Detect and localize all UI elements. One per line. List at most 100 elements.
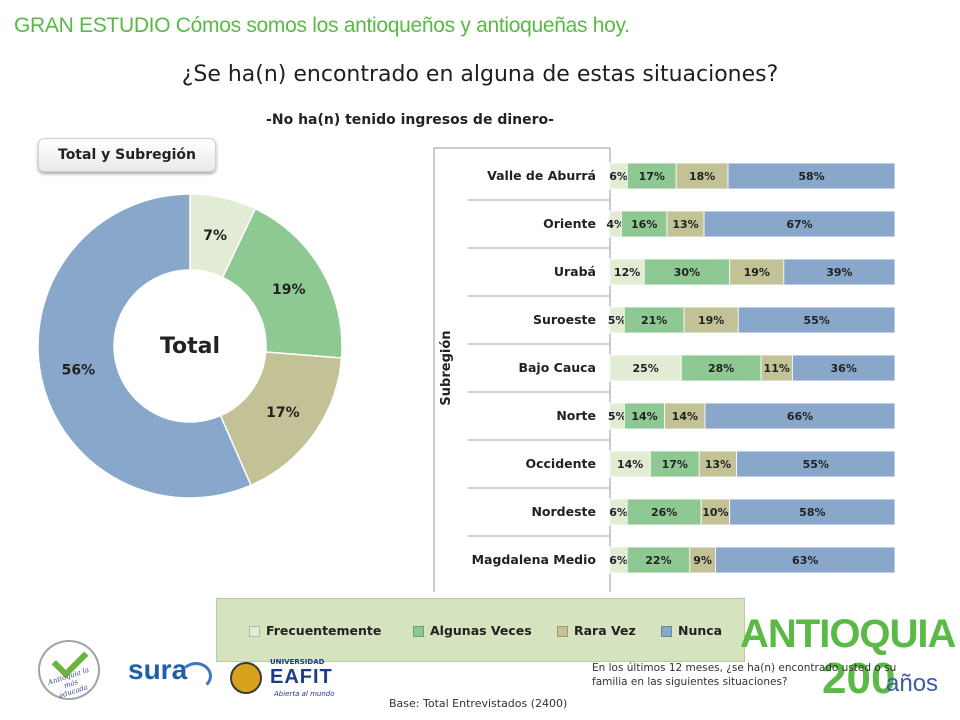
legend-item-rara-vez: Rara Vez: [557, 623, 636, 638]
bar-segment-frecuentemente: [609, 450, 651, 478]
bar-value-label: 55%: [803, 458, 829, 471]
bar-value-label: 28%: [708, 362, 734, 375]
bar-value-label: 16%: [631, 218, 657, 231]
donut-label: 17%: [266, 405, 300, 421]
bar-segment-nunca: [703, 210, 896, 238]
bar-segment-algunas-veces: [626, 546, 691, 574]
antioquia-educada-logo: Antioquia la más educada: [38, 640, 100, 700]
eafit-emblem-icon: [230, 662, 262, 694]
donut-slice-algunas-veces: [221, 207, 343, 359]
bar-value-label: 58%: [798, 170, 824, 183]
category-label: Bajo Cauca: [518, 360, 596, 375]
bar-segment-algunas-veces: [623, 306, 685, 334]
category-label: Occidente: [525, 456, 596, 471]
bar-segment-nunca: [783, 258, 896, 286]
donut-label: 7%: [203, 228, 227, 244]
bar-value-label: 19%: [744, 266, 770, 279]
bar-value-label: 11%: [764, 362, 790, 375]
bar-value-label: 12%: [614, 266, 640, 279]
bar-segment-nunca: [727, 162, 896, 190]
category-label: Valle de Aburrá: [487, 168, 596, 183]
chart-legend: Frecuentemente Algunas Veces Rara Vez Nu…: [216, 598, 745, 662]
bar-value-label: 18%: [689, 170, 715, 183]
bar-value-label: 17%: [662, 458, 688, 471]
bar-value-label: 17%: [639, 170, 665, 183]
bar-segment-rara-vez: [666, 210, 705, 238]
antioquia-200-number: 200: [822, 654, 896, 703]
bar-segment-rara-vez: [664, 402, 706, 430]
category-label: Magdalena Medio: [472, 552, 597, 567]
bar-value-label: 14%: [617, 458, 643, 471]
total-subregion-tag: Total y Subregión: [38, 138, 216, 172]
sura-logo: sura: [128, 654, 188, 685]
bar-value-label: 14%: [631, 410, 657, 423]
bar-segment-rara-vez: [760, 354, 793, 382]
bar-segment-rara-vez: [675, 162, 729, 190]
bar-segment-nunca: [704, 402, 896, 430]
legend-label: Rara Vez: [574, 623, 636, 638]
legend-label: Algunas Veces: [430, 623, 532, 638]
legend-swatch-algunas-veces: [413, 626, 424, 637]
donut-slice-nunca: [37, 193, 252, 499]
donut-label: 19%: [272, 282, 306, 298]
bar-value-label: 67%: [786, 218, 812, 231]
bar-segment-nunca: [736, 450, 896, 478]
bar-value-label: 66%: [787, 410, 813, 423]
bar-segment-nunca: [792, 354, 896, 382]
bar-value-label: 19%: [698, 314, 724, 327]
bar-segment-algunas-veces: [626, 498, 702, 526]
bar-segment-nunca: [729, 498, 896, 526]
bar-value-label: 63%: [792, 554, 818, 567]
bar-segment-rara-vez: [700, 498, 731, 526]
eafit-name: EAFIT: [270, 666, 333, 688]
donut-center-label: Total: [160, 334, 220, 359]
legend-swatch-nunca: [661, 626, 672, 637]
legend-label: Nunca: [678, 623, 723, 638]
y-axis-label: Subregión: [439, 330, 454, 405]
bar-segment-algunas-veces: [680, 354, 762, 382]
antioquia-word: ANTIOQUIA: [740, 612, 956, 656]
legend-item-algunas-veces: Algunas Veces: [413, 623, 532, 638]
legend-item-nunca: Nunca: [661, 623, 722, 638]
bar-value-label: 30%: [674, 266, 700, 279]
eafit-university-text: UNIVERSIDAD: [270, 658, 325, 666]
base-note: Base: Total Entrevistados (2400): [389, 697, 568, 710]
bar-value-label: 58%: [799, 506, 825, 519]
bar-value-label: 25%: [632, 362, 658, 375]
bar-value-label: 5%: [608, 314, 627, 327]
category-label: Urabá: [554, 264, 596, 279]
bar-value-label: 14%: [672, 410, 698, 423]
category-label: Nordeste: [531, 504, 596, 519]
antioquia-200-logo: ANTIOQUIA 200 años: [740, 612, 956, 704]
legend-item-frecuentemente: Frecuentemente: [249, 623, 381, 638]
legend-swatch-rara-vez: [557, 626, 568, 637]
category-label: Suroeste: [533, 312, 596, 327]
bar-value-label: 36%: [831, 362, 857, 375]
bar-value-label: 5%: [608, 410, 627, 423]
eafit-slogan: Abierta al mundo: [274, 690, 335, 698]
bar-value-label: 55%: [803, 314, 829, 327]
bar-value-label: 4%: [606, 218, 625, 231]
legend-label: Frecuentemente: [266, 623, 382, 638]
bar-segment-rara-vez: [729, 258, 785, 286]
chart-title: ¿Se ha(n) encontrado en alguna de estas …: [181, 62, 779, 87]
bar-value-label: 21%: [641, 314, 667, 327]
category-label: Oriente: [543, 216, 596, 231]
bar-value-label: 6%: [609, 170, 628, 183]
category-label: Norte: [556, 408, 596, 423]
legend-swatch-frecuentemente: [249, 626, 260, 637]
bar-segment-nunca: [737, 306, 896, 334]
chart-subtitle: -No ha(n) tenido ingresos de dinero-: [266, 112, 554, 128]
bar-value-label: 13%: [705, 458, 731, 471]
bar-segment-nunca: [715, 546, 896, 574]
header-title: GRAN ESTUDIO Cómos somos los antioqueños…: [14, 14, 630, 37]
bar-value-label: 6%: [609, 506, 628, 519]
sura-swoosh-icon: [180, 662, 212, 690]
bar-segment-frecuentemente: [609, 258, 645, 286]
bar-value-label: 26%: [651, 506, 677, 519]
question-note: En los últimos 12 meses, ¿se ha(n) encon…: [592, 662, 897, 688]
eafit-logo: UNIVERSIDAD EAFIT Abierta al mundo: [230, 658, 340, 700]
bar-value-label: 22%: [645, 554, 671, 567]
antioquia-anos-text: años: [886, 670, 939, 697]
